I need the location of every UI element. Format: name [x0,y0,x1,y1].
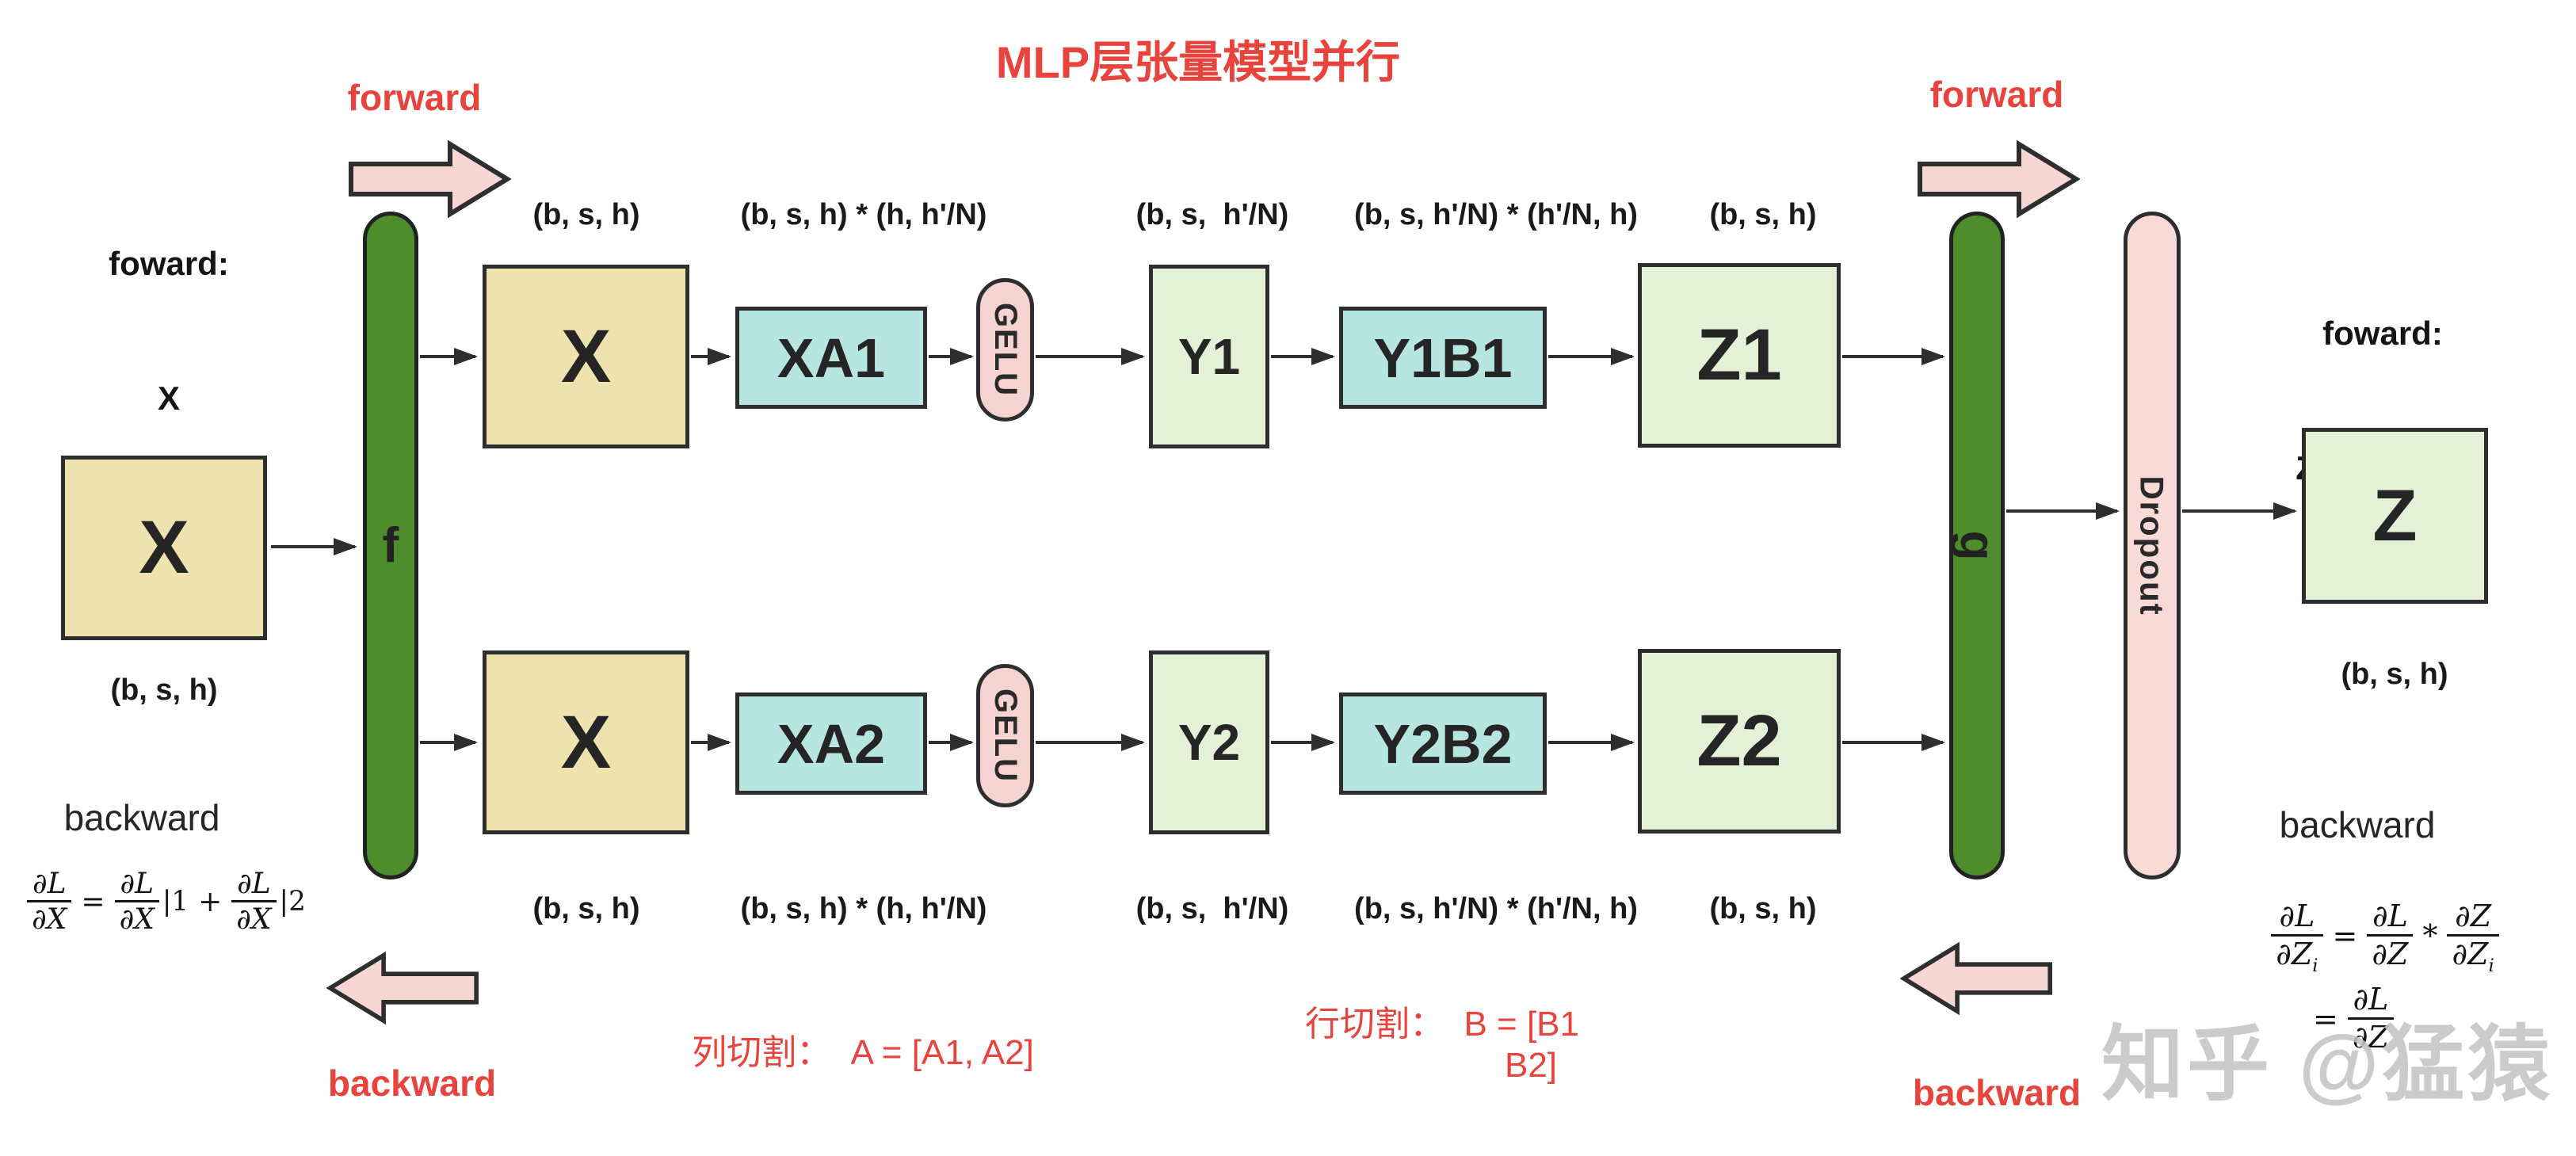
dim-top-y: (b, s, h'/N) [1135,198,1289,231]
forward-label-right: forward [1929,74,2064,115]
backward-note-left: backward [63,797,220,838]
g-gate-bar: g [1949,212,2005,879]
row2-z-label: Z2 [1696,700,1782,781]
frac-dldx-term2: ∂L ∂X [231,868,277,937]
row2-yb-label: Y2B2 [1373,712,1513,775]
backward-z-formula-line1: ∂L ∂Z i = ∂L ∂Z * ∂Z ∂Z i [2187,898,2576,975]
row-split-label-line2: B2] [1504,1046,1558,1085]
output-z-box: Z [2302,428,2488,604]
forward-output-note-line1: foward: [2322,315,2443,353]
row-split-label-line1: 行切割： B = [B1 [1305,1005,1579,1043]
forward-input-note-line2: X [157,380,180,418]
forward-label-left: forward [347,77,482,118]
row2-x-label: X [560,700,612,784]
row2-xa-box: XA2 [735,692,927,795]
backward-label-left: backward [327,1063,497,1104]
output-z-dims: (b, s, h) [2341,658,2448,691]
row1-z-box: Z1 [1638,263,1841,448]
backward-label-right: backward [1912,1072,2082,1113]
row2-xa-label: XA2 [777,712,886,775]
restrict-1: |1 [162,886,189,918]
dim-top-yb: (b, s, h'/N) * (h'/N, h) [1354,198,1638,231]
row1-x-label: X [560,314,612,399]
row1-y-box: Y1 [1149,265,1269,448]
forward-arrow-left-icon [349,139,511,219]
f-gate-label: f [382,518,399,573]
row1-xa-box: XA1 [735,307,927,409]
forward-input-note: foward: X [109,152,229,512]
f-gate-bar: f [363,212,418,879]
frac-dldzi-lhs: ∂L ∂Z i [2271,898,2323,975]
row2-z-box: Z2 [1638,649,1841,834]
row1-gelu-pill: GELU [976,278,1034,422]
frac-dldx-term1: ∂L ∂X [114,868,159,937]
backward-z-formula-line2: = ∂L ∂Z [2258,982,2448,1055]
backward-x-formula: ∂L ∂X = ∂L ∂X |1 + ∂L ∂X |2 [0,868,333,937]
restrict-2: |2 [279,886,306,918]
equals-sign: = [2332,918,2358,953]
output-z-label: Z [2372,475,2418,556]
row1-yb-box: Y1B1 [1339,307,1547,409]
dim-bottom-z: (b, s, h) [1709,892,1817,925]
dim-top-z: (b, s, h) [1709,198,1817,231]
row1-yb-label: Y1B1 [1373,326,1513,389]
input-x-dims: (b, s, h) [110,673,218,707]
frac-dldz: ∂L ∂Z [2367,898,2414,971]
column-split-label: 列切割： A = [A1, A2] [692,1033,1034,1072]
plus-sign: + [198,885,223,918]
dim-top-x: (b, s, h) [532,198,640,231]
watermark: 知乎 @猛猿 [2101,1019,2554,1111]
dim-bottom-x: (b, s, h) [532,892,640,925]
frac-dldx-lhs: ∂L ∂X [27,868,72,937]
frac-dzdzi: ∂Z ∂Z i [2447,898,2499,975]
row2-y-label: Y2 [1177,714,1241,771]
row2-yb-box: Y2B2 [1339,692,1547,795]
row1-z-label: Z1 [1696,315,1782,395]
g-gate-label: g [1949,530,2005,561]
backward-note-right: backward [2279,804,2436,845]
equals-sign: = [2313,1001,2338,1036]
star-sign: * [2422,918,2438,953]
forward-input-note-line1: foward: [109,245,229,283]
row2-x-box: X [483,650,689,834]
backward-arrow-right-icon [1900,941,2052,1016]
backward-arrow-left-icon [326,951,479,1025]
page-title: MLP层张量模型并行 [995,37,1401,87]
dim-bottom-xa: (b, s, h) * (h, h'/N) [740,892,987,925]
input-x-label: X [139,506,189,589]
dim-top-xa: (b, s, h) * (h, h'/N) [740,198,987,231]
row2-gelu-pill: GELU [976,664,1034,807]
dropout-pill: Dropout [2124,212,2181,879]
dim-bottom-y: (b, s, h'/N) [1135,892,1289,925]
row2-y-box: Y2 [1149,650,1269,834]
dim-bottom-yb: (b, s, h'/N) * (h'/N, h) [1354,892,1638,925]
row1-xa-label: XA1 [777,326,886,389]
frac-dldz-result: ∂L ∂Z [2347,982,2394,1055]
row1-x-box: X [483,265,689,448]
row1-y-label: Y1 [1177,328,1241,385]
forward-arrow-right-icon [1918,139,2080,219]
input-x-box: X [61,456,267,640]
equals-sign: = [81,885,105,918]
